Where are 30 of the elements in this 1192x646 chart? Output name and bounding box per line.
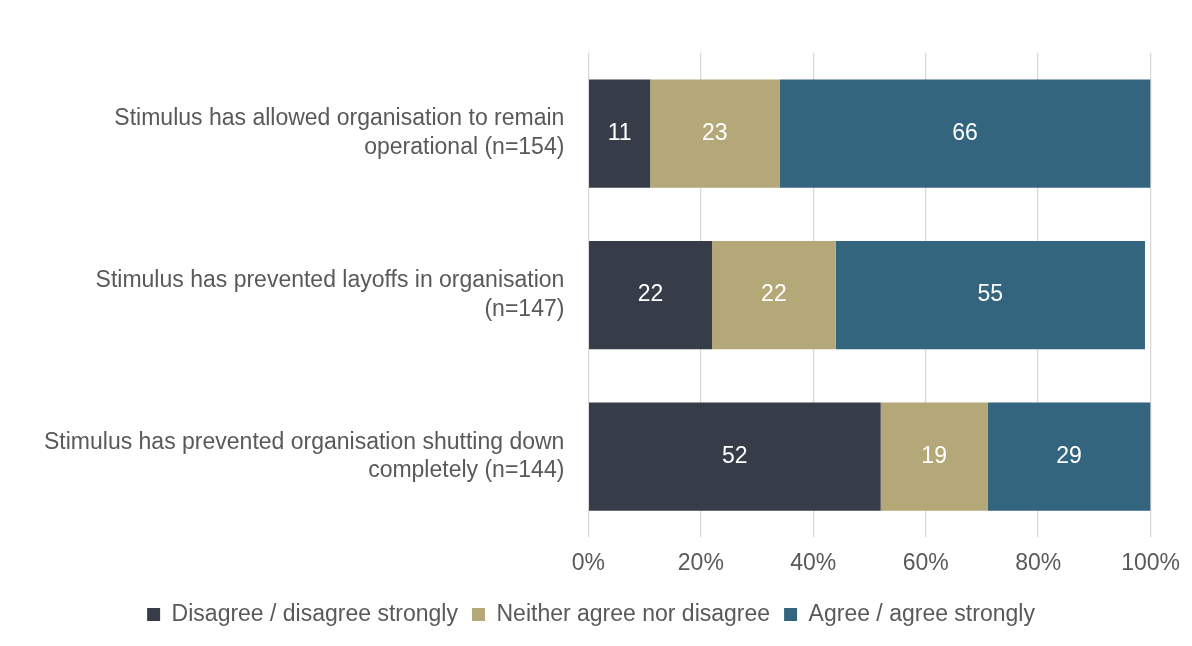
data-label: 22: [637, 280, 664, 307]
x-tick-label: 100%: [1121, 548, 1180, 575]
x-tick-label: 20%: [677, 548, 724, 575]
y-tick-label: Stimulus has allowed organisation to remain operational (n=154): [114, 104, 565, 160]
x-tick-label: 60%: [902, 548, 949, 575]
y-tick-label: Stimulus has prevented organisation shutting down completely (n=144): [44, 427, 565, 483]
bar: [987, 402, 1151, 511]
legend-label: Disagree / disagree strongly: [171, 599, 459, 626]
bar: [712, 240, 836, 350]
legend-label: Agree / agree strongly: [808, 599, 1036, 626]
y-tick-label: Stimulus has prevented layoffs in organisation (n=147): [95, 266, 565, 321]
bar: [835, 240, 1145, 350]
bar: [589, 79, 651, 188]
data-label: 19: [921, 441, 947, 468]
data-label: 11: [607, 118, 632, 145]
data-label: 66: [952, 118, 978, 145]
bar: [589, 240, 713, 350]
data-label: 23: [702, 118, 728, 145]
x-tick-label: 0%: [571, 548, 605, 575]
bar: [880, 402, 988, 511]
x-tick-label: 80%: [1015, 548, 1062, 575]
bar: [589, 402, 881, 511]
bar: [650, 79, 780, 188]
legend-label: Neither agree nor disagree: [496, 599, 771, 626]
data-label: 55: [977, 280, 1004, 307]
data-label: 52: [722, 441, 748, 468]
data-label: 22: [761, 280, 787, 307]
data-label: 29: [1056, 441, 1082, 468]
x-tick-label: 40%: [790, 548, 837, 575]
bar: [779, 79, 1151, 188]
